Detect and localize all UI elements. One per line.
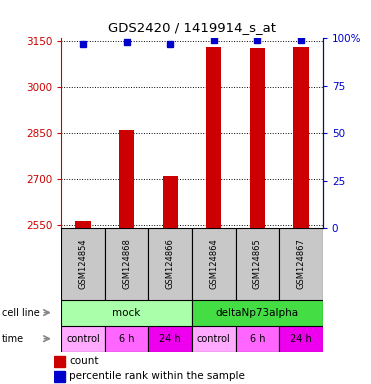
Bar [293,47,309,228]
Bar [61,228,105,300]
Text: time: time [2,334,24,344]
Text: deltaNp73alpha: deltaNp73alpha [216,308,299,318]
Text: cell line: cell line [2,308,40,318]
Bar [236,228,279,300]
Title: GDS2420 / 1419914_s_at: GDS2420 / 1419914_s_at [108,22,276,35]
Bar [192,300,323,326]
Bar [54,356,66,367]
Text: control: control [66,334,100,344]
Bar [148,326,192,352]
Bar [54,371,66,382]
Text: GSM124867: GSM124867 [296,238,305,290]
Text: GSM124864: GSM124864 [209,238,218,290]
Bar [148,228,192,300]
Text: 24 h: 24 h [290,334,312,344]
Bar [75,222,91,228]
Bar [105,228,148,300]
Text: GSM124868: GSM124868 [122,238,131,290]
Text: GSM124865: GSM124865 [253,238,262,290]
Bar [192,228,236,300]
Bar [61,326,105,352]
Bar [206,47,221,228]
Bar [192,326,236,352]
Text: GSM124854: GSM124854 [79,239,88,289]
Bar [119,130,134,228]
Text: control: control [197,334,231,344]
Text: mock: mock [112,308,141,318]
Bar [105,326,148,352]
Text: 6 h: 6 h [119,334,134,344]
Text: GSM124866: GSM124866 [166,238,175,290]
Text: 6 h: 6 h [250,334,265,344]
Bar [279,326,323,352]
Text: percentile rank within the sample: percentile rank within the sample [69,371,245,381]
Bar [61,300,192,326]
Bar [162,176,178,228]
Bar [250,48,265,228]
Bar [236,326,279,352]
Bar [279,228,323,300]
Text: count: count [69,356,99,366]
Text: 24 h: 24 h [159,334,181,344]
